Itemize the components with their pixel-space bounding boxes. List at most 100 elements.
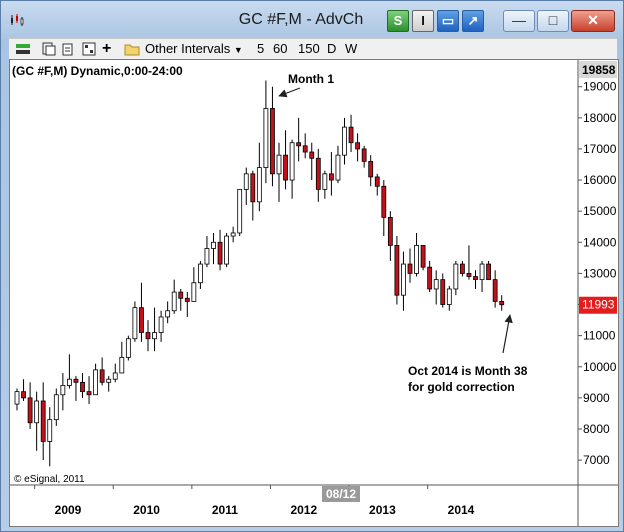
- candle-up: [106, 378, 112, 383]
- time-tick-label: 2010: [133, 503, 160, 517]
- candle-up: [335, 154, 341, 181]
- candle-down: [86, 391, 92, 396]
- candle-up: [433, 279, 439, 290]
- close-icon[interactable]: ✕: [571, 10, 615, 32]
- candle-down: [328, 173, 334, 181]
- price-tick-label: 8000: [583, 422, 610, 436]
- interval-60-button[interactable]: 60: [273, 41, 288, 56]
- candle-up: [243, 173, 249, 190]
- price-tick-label: 7000: [583, 453, 610, 467]
- candle-down: [394, 244, 400, 296]
- candle-down: [368, 160, 374, 178]
- candle-down: [80, 381, 85, 393]
- candle-up: [53, 394, 59, 421]
- candle-down: [73, 378, 79, 383]
- app-chart-icon: [11, 14, 24, 26]
- annotation-gold-correction: for gold correction: [408, 380, 515, 394]
- title-bar[interactable]: GC #F,M - AdvCh S I ▭ ↗ — □ ✕: [1, 1, 623, 39]
- candle-up: [401, 263, 406, 296]
- candle-up: [211, 241, 216, 249]
- annotation-arrow-oct-2014: [502, 314, 513, 354]
- candle-down: [374, 176, 380, 187]
- price-tick-label: 10000: [583, 360, 617, 374]
- candle-down: [473, 276, 478, 281]
- candle-up: [125, 338, 131, 358]
- candle-up: [171, 291, 177, 312]
- candle-up: [34, 400, 40, 424]
- price-tick-label: 13000: [583, 266, 617, 280]
- candle-down: [270, 108, 275, 175]
- candle-up: [230, 232, 236, 237]
- chart-toolbar: + Other Intervals ▼ 5 60 150 D W: [9, 38, 617, 59]
- candle-up: [191, 282, 197, 302]
- time-axis: 2009 2010 2011 2012 2013 2014: [34, 485, 475, 517]
- time-tick-label: 2012: [290, 503, 317, 517]
- chevron-down-icon: ▼: [233, 45, 243, 55]
- candle-down: [184, 297, 190, 302]
- price-tick-label: 16000: [583, 173, 617, 187]
- candle-down: [21, 391, 26, 399]
- price-tick-label: 9000: [583, 391, 610, 405]
- price-top-marker: [579, 61, 617, 78]
- candle-down: [499, 301, 505, 306]
- properties-icon[interactable]: [81, 41, 97, 57]
- symbol-link-icon[interactable]: S: [387, 10, 409, 32]
- interval-weekly-button[interactable]: W: [345, 41, 358, 56]
- candle-down: [361, 148, 367, 162]
- candle-up: [152, 332, 157, 340]
- candle-down: [283, 154, 288, 181]
- candle-down: [250, 173, 256, 203]
- annotation-oct-2014: Oct 2014 is Month 38: [408, 364, 528, 378]
- candle-up: [60, 385, 66, 396]
- other-intervals-dropdown[interactable]: Other Intervals ▼: [145, 41, 243, 57]
- candle-up: [289, 142, 295, 181]
- last-price-label: 11993: [582, 298, 615, 312]
- candle-up: [453, 263, 459, 290]
- page-icon[interactable]: ▭: [437, 10, 459, 32]
- interval-link-icon[interactable]: I: [412, 10, 434, 32]
- price-tick-label: 18000: [583, 111, 617, 125]
- price-tick-label: 14000: [583, 235, 617, 249]
- minimize-icon[interactable]: —: [503, 10, 535, 32]
- candle-down: [145, 332, 151, 340]
- candle-down: [407, 263, 413, 274]
- time-tick-label: 2011: [212, 503, 238, 517]
- candle-down: [296, 142, 302, 147]
- link-window-icon[interactable]: [41, 41, 57, 57]
- candle-down: [315, 157, 321, 190]
- candle-down: [99, 369, 105, 383]
- candle-up: [47, 419, 53, 442]
- candle-down: [27, 397, 33, 424]
- candle-up: [14, 391, 20, 405]
- interval-5-button[interactable]: 5: [257, 41, 265, 56]
- candle-up: [197, 263, 203, 284]
- time-tick-label: 2014: [448, 503, 475, 517]
- candle-up: [322, 173, 328, 190]
- candle-down: [420, 244, 426, 268]
- candlestick-chart[interactable]: 1900018000170001600015000140001300012000…: [10, 60, 618, 526]
- maximize-icon[interactable]: □: [537, 10, 569, 32]
- candle-down: [309, 151, 315, 159]
- window-link-icon[interactable]: ↗: [462, 10, 484, 32]
- candle-down: [139, 307, 144, 333]
- candle-up: [112, 372, 118, 380]
- copy-window-icon[interactable]: [61, 41, 77, 57]
- candle-down: [387, 216, 393, 246]
- candle-up: [414, 244, 419, 274]
- annotation-arrow-month-1: [278, 87, 301, 98]
- folder-icon[interactable]: [124, 41, 140, 57]
- price-axis: 1900018000170001600015000140001300012000…: [10, 60, 618, 526]
- time-tick-label: 2013: [369, 503, 396, 517]
- candle-down: [440, 279, 446, 305]
- esignal-watermark: © eSignal, 2011: [14, 474, 85, 485]
- interval-150-button[interactable]: 150: [298, 41, 320, 56]
- add-study-icon[interactable]: +: [102, 40, 112, 57]
- chart-style-icon[interactable]: [15, 41, 31, 57]
- candle-down: [427, 266, 433, 290]
- candle-up: [119, 357, 125, 374]
- candle-down: [486, 263, 492, 281]
- interval-daily-button[interactable]: D: [327, 41, 337, 56]
- chart-area[interactable]: 1900018000170001600015000140001300012000…: [9, 59, 619, 527]
- candle-up: [237, 188, 243, 234]
